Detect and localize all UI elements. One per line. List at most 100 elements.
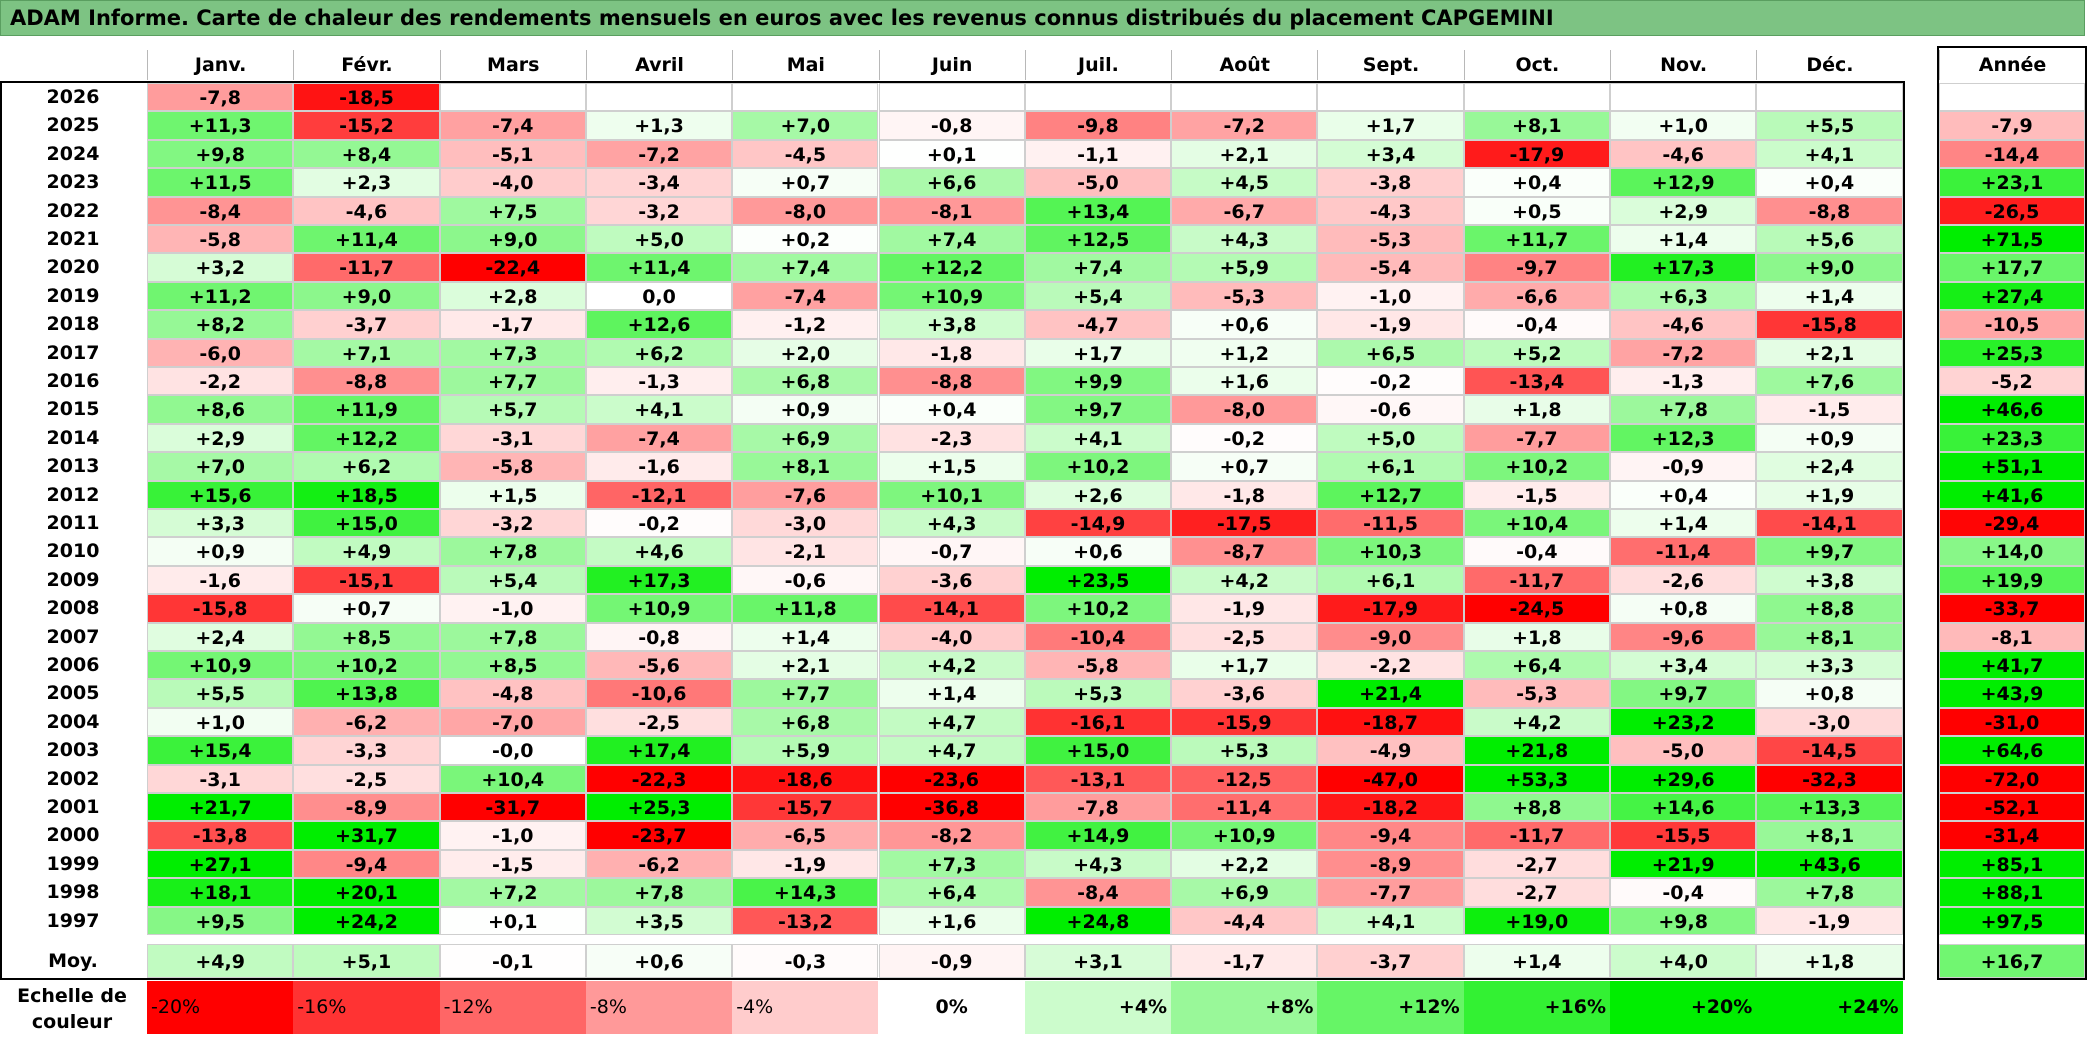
legend-swatch: +12%	[1317, 981, 1464, 1034]
annual-cell: -29,4	[1939, 509, 2085, 538]
legend-swatch: -20%	[147, 981, 294, 1034]
heatmap-cell: -1,6	[147, 565, 294, 595]
heatmap-cell: -3,1	[147, 764, 294, 793]
heatmap-cell: +2,1	[1171, 139, 1318, 169]
heatmap-cell: -15,2	[293, 111, 440, 140]
heatmap-cell: +1,4	[1610, 509, 1757, 538]
heatmap-cell: +1,8	[1463, 622, 1610, 651]
heatmap-cell: +7,3	[878, 849, 1025, 879]
year-label: 2003	[46, 739, 100, 762]
heatmap-cell: -7,8	[1024, 793, 1172, 822]
heatmap-cell: -7,7	[1463, 423, 1610, 453]
heatmap-cell: +0,4	[1756, 168, 1903, 197]
heatmap-cell: +5,6	[1756, 225, 1903, 254]
heatmap-cell: -1,5	[439, 849, 586, 879]
heatmap-cell: +0,7	[293, 594, 440, 623]
heatmap-cell: +31,7	[293, 821, 440, 850]
heatmap-cell: -5,3	[1171, 281, 1318, 311]
heatmap-cell: -0,2	[1171, 423, 1318, 453]
annual-cell: +25,3	[1939, 338, 2085, 367]
heatmap-cell: -1,8	[1171, 480, 1318, 509]
heatmap-cell: +7,8	[585, 878, 733, 907]
heatmap-cell: +10,2	[1024, 452, 1172, 481]
heatmap-cell: +5,7	[439, 395, 586, 424]
legend-swatch: -16%	[293, 981, 440, 1034]
legend-swatch: +20%	[1610, 981, 1757, 1034]
annual-cell: -26,5	[1939, 196, 2085, 225]
heatmap-cell: +3,3	[1756, 651, 1903, 680]
heatmap-cell: -8,0	[732, 196, 879, 225]
heatmap-cell: -0,6	[1317, 395, 1464, 424]
heatmap-cell: -14,1	[878, 594, 1025, 623]
heatmap-cell: +1,6	[878, 906, 1025, 935]
year-label: 2001	[46, 796, 100, 818]
heatmap-cell: -3,8	[1317, 168, 1464, 197]
heatmap-cell: +0,4	[1463, 168, 1610, 197]
annual-cell: +23,3	[1939, 423, 2085, 453]
heatmap-cell: +4,7	[878, 707, 1025, 737]
heatmap-cell: -1,9	[1171, 594, 1318, 623]
heatmap-cell: -13,8	[147, 821, 294, 850]
heatmap-cell: -7,2	[585, 139, 733, 169]
heatmap-cell: -3,2	[585, 196, 733, 225]
heatmap-cell: +7,4	[878, 225, 1025, 254]
heatmap-cell: -2,6	[1610, 565, 1757, 595]
heatmap-cell: +4,2	[878, 651, 1025, 680]
heatmap-cell: +2,4	[1756, 452, 1903, 481]
year-label: 2017	[46, 341, 100, 364]
heatmap-cell: +12,3	[1610, 423, 1757, 453]
heatmap-cell: -0,6	[732, 565, 879, 595]
heatmap-cell: -15,8	[1756, 310, 1903, 339]
heatmap-cell: +25,3	[585, 793, 733, 822]
annual-cell: +27,4	[1939, 281, 2085, 311]
heatmap-cell: +18,1	[147, 878, 294, 907]
heatmap-cell: +1,7	[1024, 338, 1172, 367]
heatmap-cell: -7,4	[732, 281, 879, 311]
heatmap-cell: +13,3	[1756, 793, 1903, 822]
heatmap-cell: +12,7	[1317, 480, 1464, 509]
heatmap-cell: -7,6	[732, 480, 879, 509]
heatmap-cell: +2,4	[147, 622, 294, 651]
heatmap-cell: +1,0	[1610, 111, 1757, 140]
heatmap-cell: +53,3	[1463, 764, 1610, 793]
annual-cell: +88,1	[1939, 878, 2085, 907]
heatmap-cell: +6,8	[732, 707, 879, 737]
heatmap-cell: +5,5	[147, 679, 294, 708]
heatmap-cell: -7,4	[585, 423, 733, 453]
heatmap-cell: +10,9	[878, 281, 1025, 311]
heatmap-cell: +1,8	[1463, 395, 1610, 424]
heatmap-cell: -15,7	[732, 793, 879, 822]
year-label: 2014	[46, 426, 100, 449]
average-cell: -1,7	[1171, 944, 1318, 978]
annual-cell: +19,9	[1939, 565, 2085, 595]
heatmap-cell: -1,0	[439, 821, 586, 850]
heatmap-cell: +6,4	[878, 878, 1025, 907]
heatmap-cell: +19,0	[1463, 906, 1610, 935]
heatmap-cell: +1,5	[439, 480, 586, 509]
heatmap-cell: +6,5	[1317, 338, 1464, 367]
heatmap-cell: -18,7	[1317, 707, 1464, 737]
year-label: 2009	[46, 568, 100, 591]
heatmap-cell: -4,6	[1610, 139, 1757, 169]
heatmap-cell: +11,4	[293, 225, 440, 254]
annual-cell: -7,9	[1939, 111, 2085, 140]
heatmap-cell: -8,9	[1317, 849, 1464, 879]
heatmap-cell: +0,9	[147, 537, 294, 566]
heatmap-cell: +0,2	[732, 225, 879, 254]
heatmap-cell: +4,5	[1171, 168, 1318, 197]
heatmap-cell: -7,4	[439, 111, 586, 140]
heatmap-cell: +11,7	[1463, 225, 1610, 254]
year-label: 2006	[46, 654, 100, 676]
year-label: 2013	[46, 455, 100, 478]
heatmap-cell: +3,2	[147, 253, 294, 282]
heatmap-cell: +7,7	[732, 679, 879, 708]
year-label: 1999	[46, 852, 100, 875]
heatmap-cell: +9,9	[1024, 367, 1172, 396]
heatmap-cell: -8,8	[878, 367, 1025, 396]
heatmap-cell: -2,5	[293, 764, 440, 793]
heatmap-cell: +10,2	[1024, 594, 1172, 623]
heatmap-cell: -4,0	[439, 168, 586, 197]
heatmap-cell: -18,6	[732, 764, 879, 793]
heatmap-cell: -7,0	[439, 707, 586, 737]
heatmap-cell: -2,3	[878, 423, 1025, 453]
